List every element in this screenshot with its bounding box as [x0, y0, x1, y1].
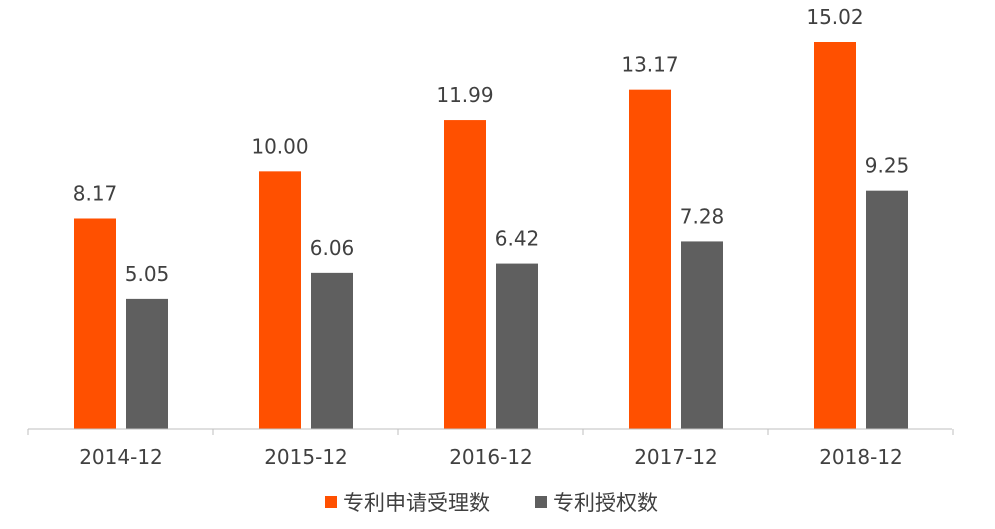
bar-applications-2015-12: [259, 171, 301, 429]
x-tick-label: 2014-12: [79, 445, 163, 469]
x-tick-label: 2018-12: [819, 445, 903, 469]
data-label: 10.00: [251, 134, 308, 158]
legend-swatch: [535, 496, 547, 508]
x-tick-label: 2017-12: [634, 445, 718, 469]
data-label: 8.17: [73, 181, 118, 205]
data-label: 9.25: [865, 154, 910, 178]
data-label: 7.28: [680, 204, 725, 228]
bar-applications-2018-12: [814, 42, 856, 429]
bar-grants-2017-12: [681, 241, 723, 429]
data-label: 15.02: [806, 5, 863, 29]
bar-applications-2014-12: [74, 218, 116, 429]
legend-label: 专利申请受理数: [343, 491, 490, 515]
data-label: 13.17: [621, 53, 678, 77]
bar-grants-2018-12: [866, 190, 908, 429]
x-tick-label: 2015-12: [264, 445, 348, 469]
data-label: 11.99: [436, 83, 493, 107]
bar-grants-2014-12: [126, 298, 168, 429]
legend-label: 专利授权数: [553, 491, 658, 515]
legend-swatch: [325, 496, 337, 508]
bar-grants-2015-12: [311, 272, 353, 429]
data-label: 5.05: [125, 262, 170, 286]
bar-applications-2017-12: [629, 89, 671, 429]
x-tick-label: 2016-12: [449, 445, 533, 469]
data-label: 6.06: [310, 236, 355, 260]
data-label: 6.42: [495, 227, 540, 251]
bar-applications-2016-12: [444, 120, 486, 429]
bar-grants-2016-12: [496, 263, 538, 429]
